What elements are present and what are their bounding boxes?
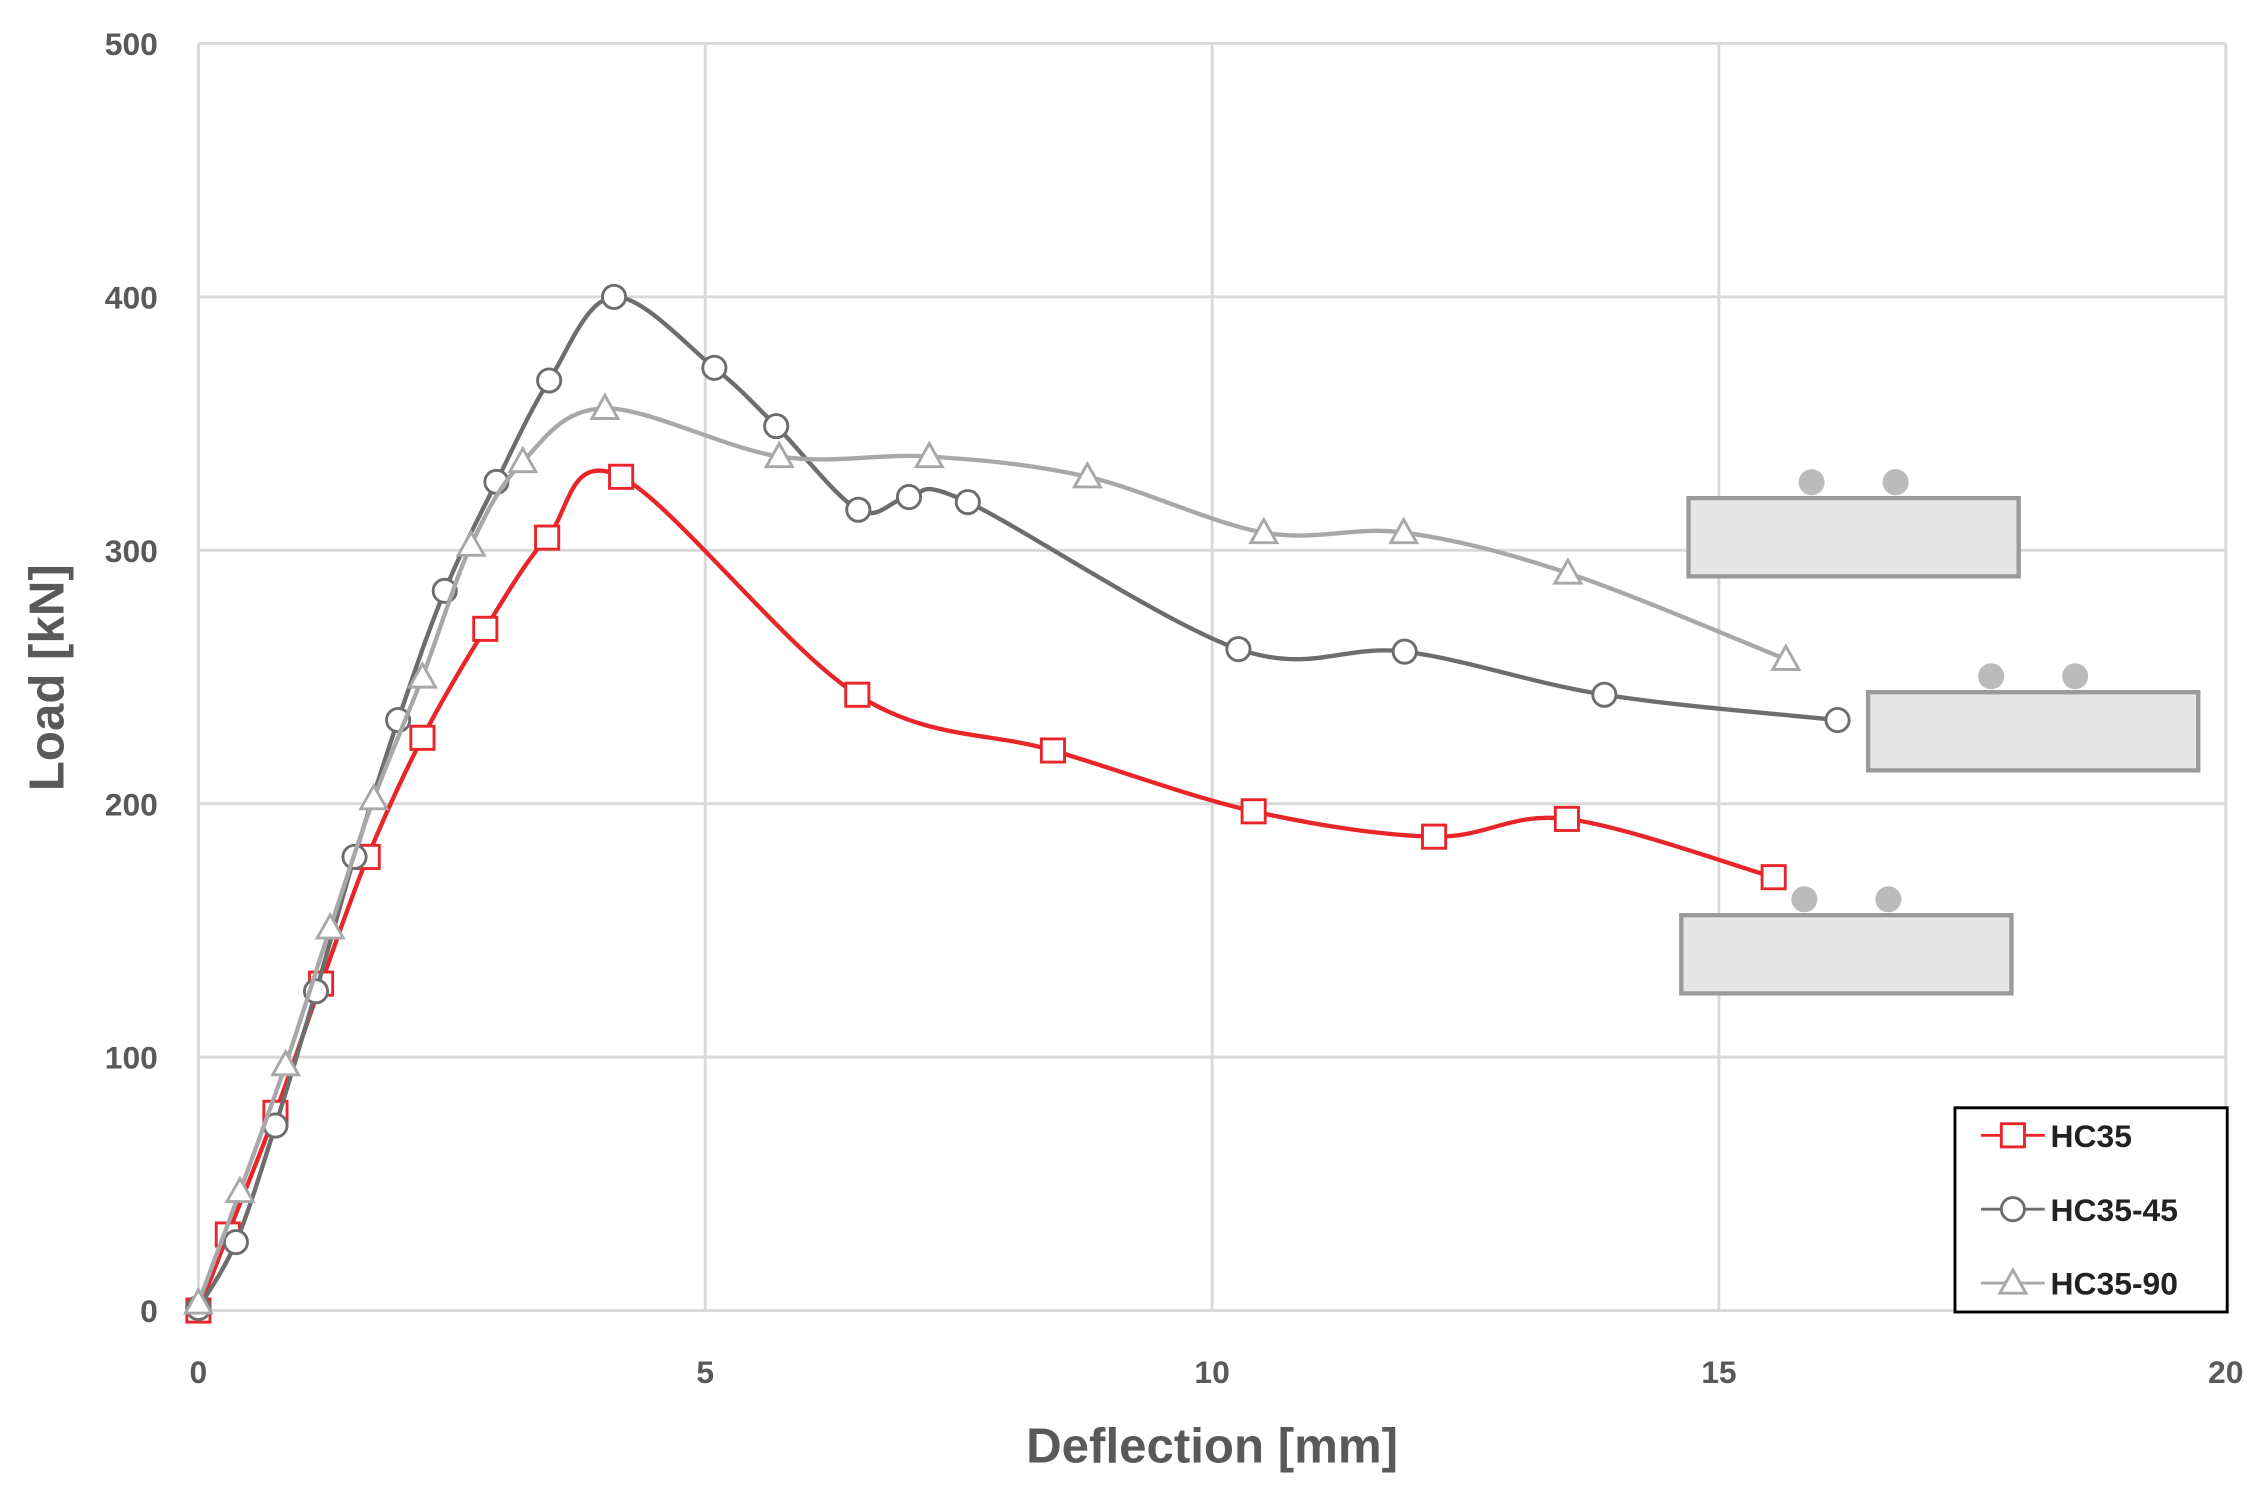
x-tick-label: 20 (2208, 1354, 2243, 1390)
x-tick-label: 10 (1194, 1354, 1229, 1390)
grid (196, 41, 2228, 1312)
load-point (1978, 663, 2005, 690)
marker (270, 1048, 302, 1077)
marker (844, 681, 871, 708)
y-axis-title: Load [kN] (20, 564, 75, 791)
marker (409, 724, 436, 751)
marker (472, 615, 499, 642)
load-point (1875, 886, 1902, 913)
marker (589, 392, 621, 420)
load-point (1798, 469, 1825, 496)
marker (1248, 516, 1280, 545)
marker (534, 524, 561, 551)
marker (600, 283, 628, 310)
marker (1999, 1196, 2026, 1223)
marker (1039, 737, 1066, 764)
marker (314, 911, 346, 940)
x-axis-title: Deflection [mm] (1026, 1419, 1398, 1474)
x-tick-label: 15 (1701, 1354, 1736, 1390)
marker (913, 440, 945, 469)
marker (455, 529, 487, 557)
marker (763, 413, 790, 440)
beam-illustrations (1679, 469, 2201, 996)
marker (1225, 636, 1252, 663)
load-point (2062, 663, 2089, 690)
marker (358, 782, 390, 811)
y-tick-label: 400 (105, 279, 158, 315)
y-tick-label: 500 (105, 26, 158, 62)
load-point (1791, 886, 1818, 913)
marker (845, 496, 872, 523)
marker (895, 484, 923, 511)
marker (701, 354, 728, 381)
marker (1552, 557, 1584, 585)
marker (1591, 681, 1618, 708)
legend-label: HC35-90 (2051, 1266, 2178, 1302)
beam-45 (1865, 690, 2201, 773)
marker (1760, 864, 1787, 891)
marker (1240, 798, 1267, 825)
beam-90 (1686, 495, 2021, 579)
series-line (196, 406, 1787, 1304)
marker (224, 1175, 256, 1204)
marker (1071, 460, 1103, 489)
legend-items: HC35 HC35-45 HC35-90 (1981, 1118, 2178, 1302)
marker (1824, 707, 1851, 734)
y-tick-label: 300 (105, 533, 158, 569)
marker (954, 489, 981, 516)
x-tick-label: 5 (696, 1354, 714, 1390)
legend-label: HC35-45 (2051, 1192, 2178, 1228)
marker (1770, 643, 1802, 671)
series-line (196, 294, 1838, 1310)
beam-plain (1679, 913, 2014, 996)
y-tick-label: 200 (105, 786, 158, 822)
y-tick-label: 0 (140, 1293, 158, 1329)
marker (536, 367, 563, 394)
marker (1553, 805, 1580, 832)
x-tick-label: 0 (190, 1354, 208, 1390)
marker (1391, 638, 1418, 665)
marker (182, 1286, 214, 1315)
y-tick-label: 100 (105, 1040, 158, 1076)
legend-label: HC35 (2051, 1118, 2132, 1154)
marker (507, 445, 539, 474)
marker (222, 1229, 249, 1256)
marker (1388, 516, 1420, 545)
marker (406, 661, 438, 689)
load-point (1882, 469, 1909, 496)
marker (1997, 1267, 2029, 1295)
marker (608, 463, 635, 490)
marker (1999, 1122, 2026, 1149)
series-group (182, 283, 1851, 1324)
marker (1421, 823, 1448, 850)
marker (763, 440, 795, 469)
